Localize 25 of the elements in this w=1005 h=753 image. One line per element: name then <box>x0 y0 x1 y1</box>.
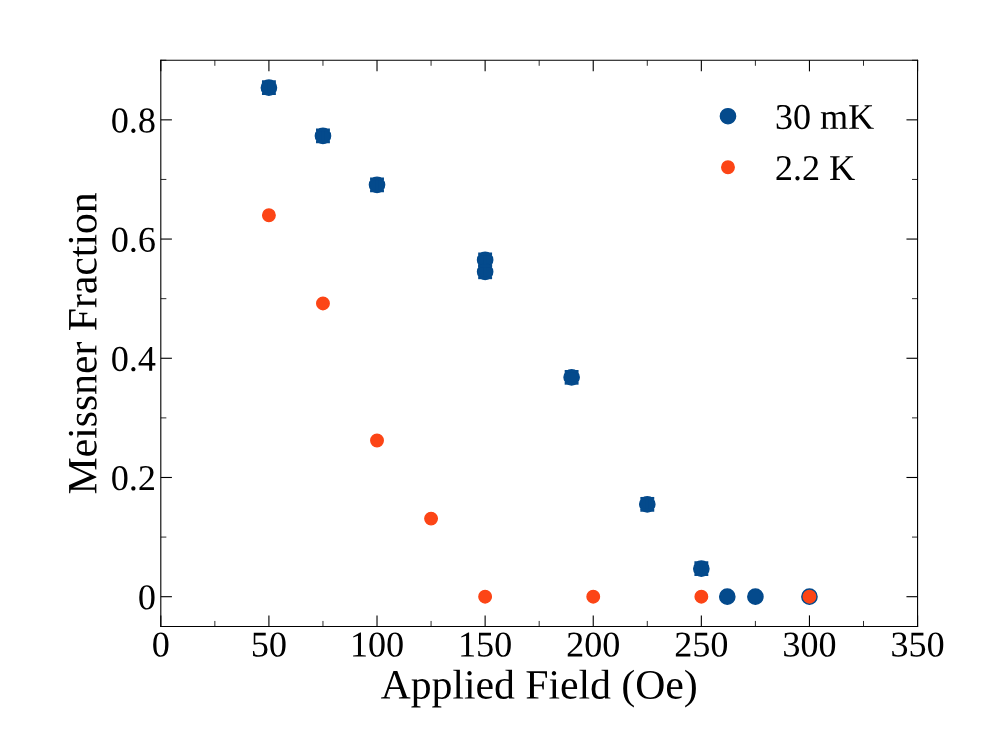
y-tick-label: 0 <box>139 585 155 610</box>
x-tick-label: 150 <box>461 632 511 657</box>
x-axis-title: Applied Field (Oe) <box>381 669 696 708</box>
legend-label: 2.2 K <box>776 155 855 181</box>
point <box>316 296 330 311</box>
point <box>424 511 439 526</box>
y-tick-label: 0.2 <box>112 466 154 491</box>
y-axis-title: Meissner Fraction <box>68 192 97 494</box>
point <box>586 589 601 604</box>
y-tick-label: 0.8 <box>112 108 155 133</box>
point <box>694 589 709 604</box>
point <box>718 588 736 606</box>
x-tick-label: 350 <box>892 632 944 657</box>
x-tick-label: 300 <box>784 632 836 657</box>
point <box>478 589 493 604</box>
x-tick-label: 200 <box>567 632 619 657</box>
y-tick-label: 0.4 <box>112 346 156 372</box>
legend-label: 30 mK <box>776 104 874 130</box>
x-tick-label: 250 <box>675 632 728 657</box>
point <box>370 433 384 448</box>
x-tick-label: 100 <box>353 632 403 657</box>
y-tick-label: 0.6 <box>112 227 155 253</box>
point <box>261 208 276 223</box>
x-tick-label: 50 <box>252 632 286 657</box>
point <box>747 588 764 606</box>
